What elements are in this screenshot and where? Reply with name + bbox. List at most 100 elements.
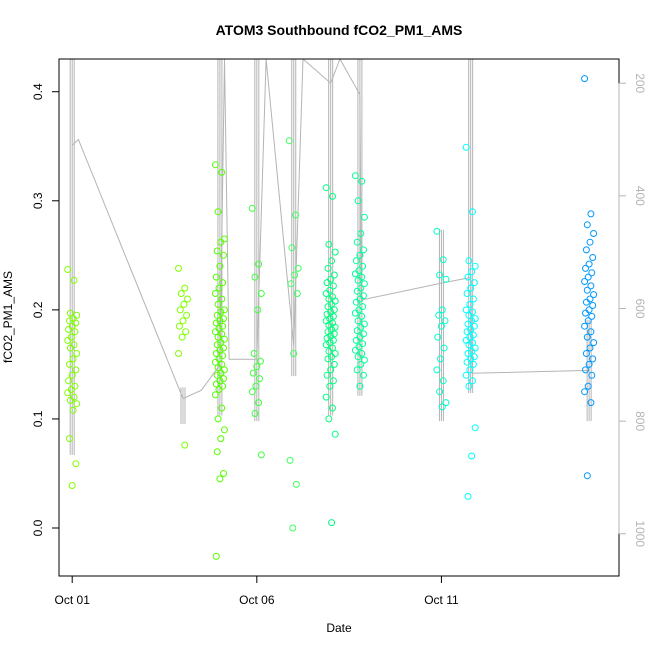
- data-point: [212, 552, 220, 560]
- data-point: [325, 347, 333, 355]
- data-point: [325, 295, 333, 303]
- data-point: [211, 391, 219, 399]
- data-point: [65, 326, 73, 333]
- x-axis: Oct 01 Oct 06 Oct 11: [55, 575, 459, 607]
- y-tick-label: 0.0: [31, 519, 45, 536]
- data-point: [360, 356, 368, 364]
- data-point: [585, 360, 593, 368]
- data-point: [351, 309, 359, 317]
- data-point: [352, 298, 360, 306]
- data-point: [327, 366, 335, 374]
- data-point: [581, 388, 589, 396]
- data-point: [214, 415, 222, 423]
- data-point: [469, 331, 477, 339]
- data-point: [331, 323, 339, 331]
- data-point: [354, 317, 362, 325]
- data-point: [288, 244, 296, 252]
- data-point: [436, 388, 444, 396]
- data-point: [66, 317, 73, 325]
- data-point: [585, 306, 593, 314]
- data-point: [323, 371, 331, 379]
- data-point: [435, 311, 443, 319]
- data-point: [324, 355, 332, 363]
- data-point: [285, 137, 293, 145]
- data-point: [436, 271, 444, 279]
- data-point: [582, 264, 589, 272]
- data-point: [465, 341, 473, 349]
- data-point: [322, 290, 330, 297]
- data-point: [289, 524, 297, 532]
- data-point: [213, 341, 221, 349]
- data-point: [182, 328, 190, 336]
- data-point: [586, 344, 594, 352]
- data-point: [70, 276, 78, 284]
- data-point: [328, 300, 336, 308]
- data-point: [214, 333, 222, 341]
- data-point: [211, 358, 219, 366]
- data-point: [219, 322, 227, 330]
- data-point: [589, 254, 597, 261]
- data-point: [255, 260, 263, 268]
- data-point: [468, 347, 476, 355]
- data-point: [582, 246, 590, 254]
- data-point: [67, 386, 75, 393]
- y2-tick-label: 1000: [633, 520, 647, 547]
- data-point: [252, 382, 260, 390]
- data-point: [462, 306, 470, 314]
- data-point: [462, 143, 470, 151]
- data-point: [586, 295, 594, 303]
- data-point: [290, 350, 298, 357]
- data-point: [469, 377, 476, 385]
- data-point: [582, 298, 590, 306]
- data-point: [437, 322, 445, 330]
- chart-title: ATOM3 Southbound fCO2_PM1_AMS: [216, 22, 463, 38]
- data-point: [329, 282, 337, 290]
- y2-tick-label: 400: [633, 186, 647, 206]
- data-point: [220, 306, 228, 314]
- data-point: [214, 364, 222, 372]
- data-point: [584, 317, 592, 325]
- data-point: [439, 256, 447, 264]
- data-point: [355, 306, 363, 314]
- data-point: [437, 355, 444, 363]
- data-point: [329, 336, 337, 344]
- data-point: [212, 319, 220, 327]
- y-tick-label: 0.4: [31, 83, 45, 100]
- data-point: [589, 355, 597, 363]
- data-point: [66, 309, 74, 317]
- data-point: [287, 280, 295, 288]
- data-point: [215, 386, 223, 393]
- x-tick-label: Oct 01: [55, 593, 91, 607]
- data-point: [354, 353, 362, 361]
- data-point: [329, 312, 337, 320]
- data-point: [465, 311, 473, 319]
- data-point: [353, 366, 361, 374]
- data-point: [464, 492, 472, 500]
- data-point: [66, 396, 74, 404]
- data-point: [590, 230, 598, 237]
- data-point: [213, 448, 221, 456]
- data-point: [463, 328, 471, 336]
- data-point: [220, 375, 227, 383]
- data-point: [330, 360, 338, 368]
- y2-tick-label: 600: [633, 298, 647, 318]
- data-point: [72, 319, 80, 327]
- data-point: [211, 328, 219, 336]
- data-point: [581, 75, 589, 83]
- data-point: [355, 343, 363, 351]
- data-point: [471, 262, 479, 270]
- data-point: [66, 344, 74, 352]
- data-point: [433, 366, 441, 374]
- data-point: [250, 350, 258, 357]
- data-point: [357, 360, 365, 368]
- y-axis-right: 200 400 600 800 1000: [618, 73, 647, 547]
- data-point: [357, 230, 365, 237]
- data-point: [67, 333, 75, 341]
- data-point: [69, 406, 77, 414]
- data-point: [462, 371, 470, 379]
- data-point: [353, 287, 361, 295]
- data-point: [216, 475, 224, 483]
- data-point: [582, 309, 589, 317]
- data-point: [440, 344, 448, 352]
